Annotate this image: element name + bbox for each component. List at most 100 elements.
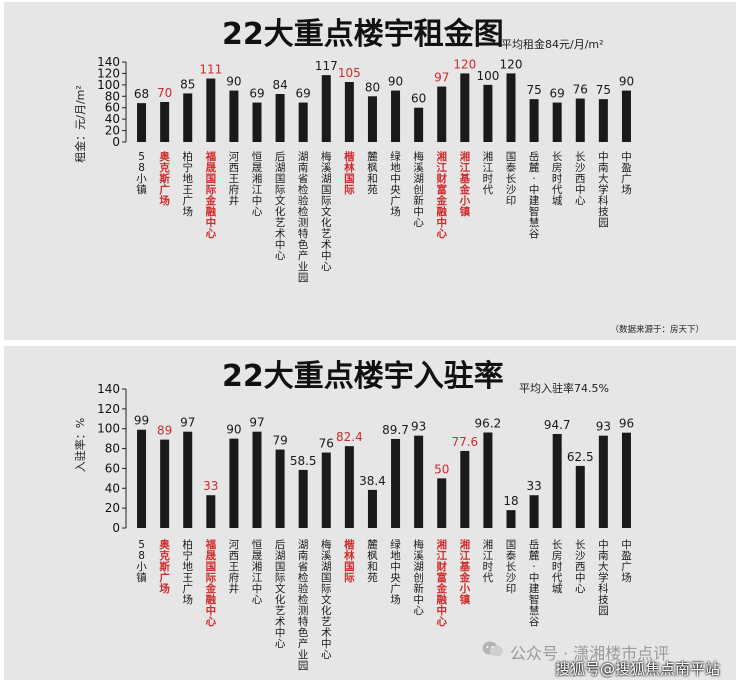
rent-category-label: 绿地中央广场 [390,150,401,218]
occupancy-y-tick-label: 0 [112,521,120,535]
occupancy-value-label: 97 [249,416,264,430]
occupancy-y-tick-label: 140 [97,382,120,396]
occupancy-category-label: 梅溪湖国际文化艺术中心 [321,538,332,661]
occupancy-category-label: 梅溪湖创新中心 [413,538,424,617]
occupancy-chart: 22大重点楼宇入驻率 平均入驻率74.5% 入驻率：% 0 20 40 60 80 100 120… [73,359,634,672]
rent-value-label: 117 [315,59,338,73]
rent-value-label: 75 [526,83,541,97]
rent-value-label: 105 [338,66,361,80]
rent-chart-title: 22大重点楼宇租金图 [222,17,504,52]
rent-bar [183,93,193,142]
rent-bar [506,73,516,142]
occupancy-value-label: 62.5 [567,450,594,464]
rent-bar [575,98,585,142]
occupancy-category-label: 湘江基金小镇 [459,538,471,606]
rent-bar [621,90,631,142]
occupancy-value-label: 93 [596,420,611,434]
occupancy-category-label: 长房时代城 [552,539,563,595]
rent-category-label: 中盈广场 [621,150,632,196]
rent-category-label: 长沙西中心 [575,151,586,207]
occupancy-category-label: 恒晟湘江中心 [252,538,263,606]
rent-value-label: 69 [550,87,565,101]
rent-value-label: 111 [199,63,222,77]
rent-bar [344,82,354,142]
occupancy-category-label: 长沙西中心 [575,539,586,595]
occupancy-category-label: 湘江财富金融中心 [435,538,447,628]
occupancy-category-label: 5 8 小镇 [136,539,147,584]
occupancy-bar [344,446,354,528]
occupancy-value-label: 18 [503,494,518,508]
rent-bar [160,102,170,142]
rent-value-label: 100 [476,69,499,83]
occupancy-y-tick-label: 120 [97,402,120,416]
occupancy-value-label: 97 [180,416,195,430]
rent-category-label: 5 8 小镇 [136,151,147,196]
occupancy-bar [229,438,239,528]
rent-category-label: 湖南省检验检测特色产业园 [298,151,309,284]
occupancy-category-label: 奥克斯广场 [159,538,170,595]
rent-bar [367,96,377,142]
occupancy-value-label: 77.6 [451,435,478,449]
occupancy-bar [183,431,193,528]
rent-value-label: 70 [157,86,172,100]
occupancy-chart-panel: 22大重点楼宇入驻率 平均入驻率74.5% 入驻率：% 0 20 40 60 80 100 120… [4,346,736,680]
rent-y-tick-label: 0 [112,135,120,149]
occupancy-y-tick-label: 20 [105,501,120,515]
occupancy-bar [275,449,285,528]
rent-bar [206,78,216,142]
occupancy-value-label: 58.5 [290,454,317,468]
rent-category-label: 梅溪湖国际文化艺术中心 [321,150,332,273]
rent-bar [229,90,239,142]
wechat-icon [482,641,503,657]
rent-bar [414,107,424,142]
occupancy-y-tick-label: 40 [105,481,120,495]
occupancy-y-axis-label: 入驻率：% [73,418,87,472]
occupancy-bar [160,439,170,528]
rent-value-label: 120 [453,57,476,71]
occupancy-bar [529,495,539,528]
rent-value-label: 69 [249,87,264,101]
occupancy-value-label: 50 [434,462,449,476]
watermark-wechat: 公众号 · 潇湘楼市点评 [510,644,670,663]
rent-bar [437,86,447,142]
occupancy-category-label: 绿地中央广场 [390,538,401,606]
occupancy-category-label: 岳麓·中建智慧谷 [529,539,540,628]
occupancy-category-label: 楷林国际 [344,538,355,584]
occupancy-value-label: 93 [411,420,426,434]
occupancy-category-label: 国泰长沙印 [506,539,517,595]
occupancy-bar [137,429,147,528]
rent-value-label: 60 [411,92,426,106]
rent-category-label: 国泰长沙印 [506,151,517,207]
rent-category-label: 梅溪湖创新中心 [413,150,424,229]
rent-value-label: 68 [134,87,149,101]
rent-bar [137,103,147,142]
rent-y-axis-label: 租金：元/月/m² [73,85,87,163]
rent-chart-panel: 22大重点楼宇租金图 平均租金84元/月/m² 租金：元/月/m² 0 20 40 60 80… [4,2,736,340]
occupancy-bar [575,465,585,528]
rent-bar [483,84,493,142]
rent-category-label: 楷林国际 [344,150,355,196]
occupancy-category-label: 柏宁地王广场 [182,538,193,606]
occupancy-value-label: 94.7 [544,418,571,432]
occupancy-category-label: 河西王府井 [229,539,240,595]
occupancy-bar [552,433,562,528]
rent-bar [252,102,262,142]
rent-value-label: 75 [596,83,611,97]
rent-y-tick-label: 20 [105,124,120,138]
rent-category-label: 柏宁地王广场 [182,150,193,218]
rent-value-label: 97 [434,71,449,85]
occupancy-value-label: 33 [526,479,541,493]
rent-value-label: 120 [500,57,523,71]
occupancy-value-label: 33 [203,479,218,493]
occupancy-category-label: 湘江时代 [483,538,494,584]
rent-category-label: 湘江时代 [483,150,494,196]
occupancy-value-label: 82.4 [336,430,363,444]
occupancy-value-label: 76 [319,437,334,451]
occupancy-category-label: 中南大学科技园 [598,538,609,617]
occupancy-value-label: 90 [226,423,241,437]
rent-category-label: 湘江财富金融中心 [435,150,447,240]
rent-chart-subtitle: 平均租金84元/月/m² [501,37,604,51]
rent-category-label: 湘江基金小镇 [459,150,471,218]
rent-category-label: 奥克斯广场 [159,150,170,207]
